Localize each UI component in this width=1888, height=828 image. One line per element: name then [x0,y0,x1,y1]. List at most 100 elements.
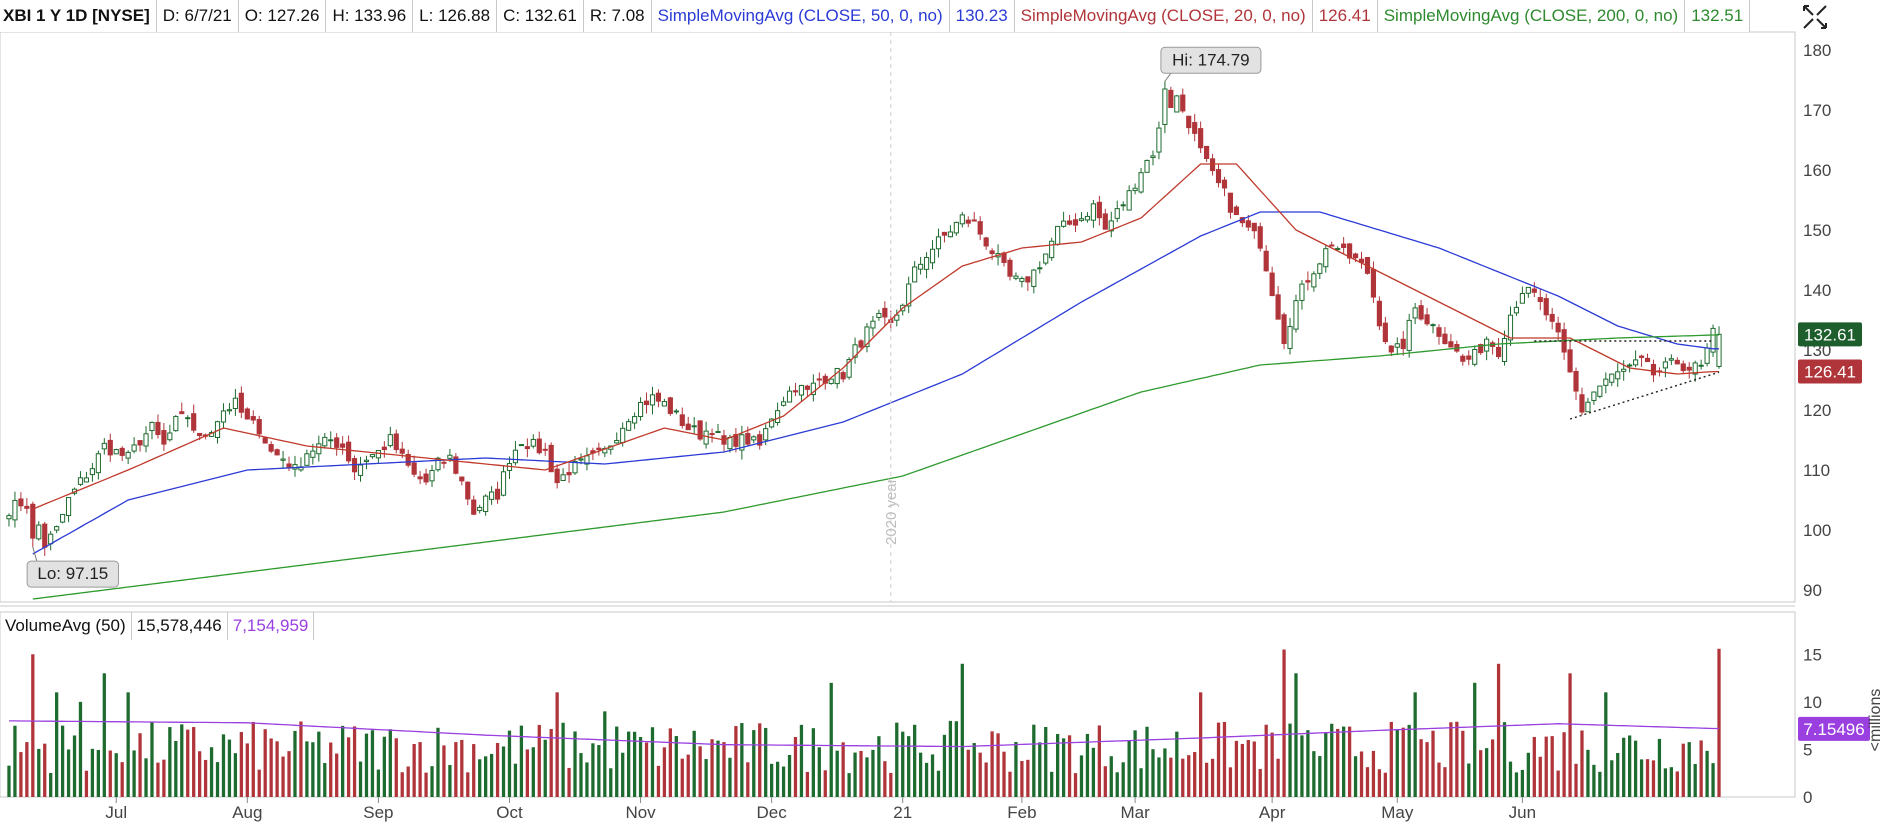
candle-body[interactable] [477,506,483,512]
candle-body[interactable] [1108,220,1114,232]
volume-bar[interactable] [1175,731,1179,797]
candle-body[interactable] [983,237,989,247]
candle-body[interactable] [655,392,662,402]
candle-body[interactable] [262,437,268,444]
candle-body[interactable] [393,433,399,451]
volume-bar[interactable] [1312,751,1316,797]
candle-body[interactable] [405,453,411,466]
candle-body[interactable] [530,438,536,447]
volume-bar[interactable] [311,742,315,797]
volume-bar[interactable] [787,754,792,797]
volume-bar[interactable] [1199,692,1203,797]
volume-bar[interactable] [329,742,333,797]
candle-body[interactable] [328,439,334,442]
volume-bar[interactable] [662,747,667,797]
volume-bar[interactable] [60,725,65,797]
volume-bar[interactable] [25,742,29,797]
volume-bar[interactable] [1157,757,1161,797]
volume-bar[interactable] [740,723,744,797]
crosshair-toggle-icon[interactable] [1800,2,1830,32]
volume-bar[interactable] [1479,750,1483,797]
volume-bar[interactable] [841,742,845,797]
volume-bar[interactable] [1103,766,1107,797]
volume-bar[interactable] [603,711,607,797]
volume-bar[interactable] [930,754,935,797]
volume-bar[interactable] [346,737,351,797]
candle-body[interactable] [572,460,578,474]
volume-bar[interactable] [257,769,261,797]
candle-body[interactable] [1513,306,1520,314]
candle-body[interactable] [268,444,274,452]
candle-body[interactable] [453,456,459,474]
volume-bar[interactable] [901,731,905,797]
volume-bar[interactable] [621,752,625,797]
volume-bar[interactable] [448,764,452,797]
volume-bar[interactable] [579,753,583,797]
candle-body[interactable] [316,443,322,455]
candle-body[interactable] [89,468,95,476]
volume-bar[interactable] [180,724,184,797]
candle-body[interactable] [1102,213,1108,230]
candle-body[interactable] [465,481,471,500]
candle-body[interactable] [143,433,149,447]
volume-bar[interactable] [1282,649,1286,797]
volume-bar[interactable] [1133,730,1137,797]
candle-body[interactable] [971,219,977,222]
volume-bar[interactable] [1610,760,1614,797]
candle-body[interactable] [780,401,787,406]
volume-bar[interactable] [1693,763,1697,797]
candle-body[interactable] [30,503,36,539]
candle-body[interactable] [840,372,846,380]
volume-bar[interactable] [1336,728,1340,797]
volume-bar[interactable] [1467,763,1471,797]
candle-body[interactable] [596,447,602,451]
candle-body[interactable] [191,413,197,431]
volume-bar[interactable] [1586,749,1590,797]
volume-bar[interactable] [251,721,255,797]
candle-body[interactable] [1025,276,1031,283]
candle-body[interactable] [870,320,876,329]
volume-bar[interactable] [936,770,941,797]
volume-bar[interactable] [1163,748,1167,797]
volume-bar[interactable] [1056,734,1060,797]
volume-bar[interactable] [358,761,363,797]
volume-bar[interactable] [537,724,541,797]
volume-bar[interactable] [1145,726,1149,797]
volume-bar[interactable] [609,768,613,797]
volume-bar[interactable] [722,742,726,797]
candle-body[interactable] [1430,324,1436,327]
volume-bar[interactable] [1085,733,1090,797]
candle-body[interactable] [1013,275,1019,279]
candle-body[interactable] [42,523,48,548]
candle-body[interactable] [524,446,530,450]
candle-body[interactable] [918,263,924,270]
candle-body[interactable] [667,397,673,414]
candle-body[interactable] [518,444,524,447]
candle-body[interactable] [1525,286,1531,294]
candle-body[interactable] [1329,244,1335,247]
candle-body[interactable] [1287,325,1293,350]
volume-bar[interactable] [239,731,243,797]
candle-body[interactable] [250,416,256,421]
candle-body[interactable] [947,231,953,238]
candle-body[interactable] [1466,355,1472,360]
candle-body[interactable] [1126,190,1132,211]
volume-bar[interactable] [55,692,59,797]
candle-body[interactable] [1227,192,1234,213]
volume-bar[interactable] [859,750,863,797]
volume-bar[interactable] [1377,769,1382,797]
volume-bar[interactable] [1252,741,1256,797]
volume-study-label[interactable]: VolumeAvg (50) [0,612,132,640]
candle-body[interactable] [1204,145,1210,160]
candle-body[interactable] [775,410,781,423]
volume-bar[interactable] [1306,730,1310,797]
candle-body[interactable] [232,397,238,409]
candle-body[interactable] [512,449,519,464]
candle-body[interactable] [1233,206,1239,216]
volume-bar[interactable] [895,722,899,797]
candle-body[interactable] [745,432,751,445]
candle-body[interactable] [107,439,113,456]
volume-bar[interactable] [781,766,786,797]
candle-body[interactable] [173,416,179,432]
volume-bar[interactable] [293,730,297,797]
